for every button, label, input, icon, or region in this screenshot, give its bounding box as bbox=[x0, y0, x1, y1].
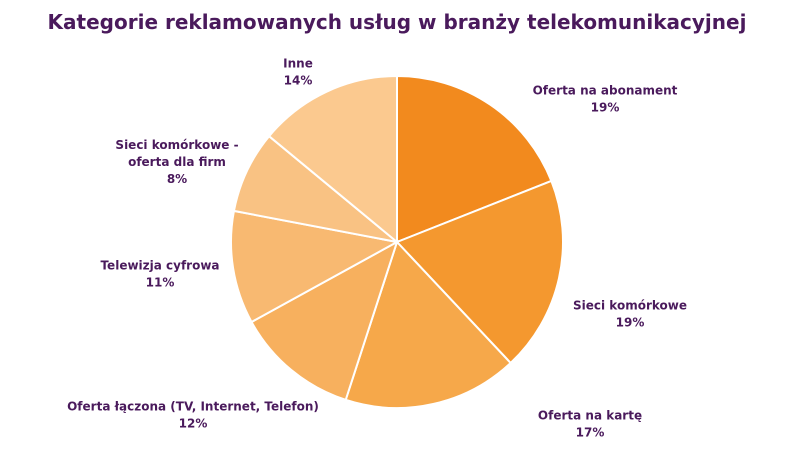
slice-label: Oferta na kartę bbox=[538, 409, 642, 423]
pie-slice bbox=[250, 239, 399, 402]
slice-label: Oferta łączona (TV, Internet, Telefon) bbox=[67, 400, 319, 414]
slice-percent-label: 19% bbox=[616, 316, 645, 330]
slice-label: Telewizja cyfrowa bbox=[100, 259, 219, 273]
slice-label: oferta dla firm bbox=[128, 155, 226, 169]
pie-slice bbox=[395, 179, 564, 365]
pie-slice bbox=[344, 240, 513, 409]
slice-percent-label: 14% bbox=[284, 74, 313, 88]
slice-percent-label: 12% bbox=[179, 417, 208, 431]
chart-title: Kategorie reklamowanych usług w branży t… bbox=[47, 10, 747, 34]
slice-percent-label: 17% bbox=[576, 426, 605, 440]
slice-percent-label: 19% bbox=[591, 101, 620, 115]
slice-label: Sieci komórkowe bbox=[573, 299, 687, 313]
pie-slice bbox=[267, 74, 398, 245]
slice-label: Inne bbox=[283, 57, 313, 71]
pie-slice bbox=[230, 209, 400, 324]
pie-slice bbox=[396, 74, 553, 244]
slice-percent-label: 8% bbox=[167, 172, 187, 186]
slice-percent-label: 11% bbox=[146, 276, 175, 290]
slice-label: Oferta na abonament bbox=[533, 84, 678, 98]
slice-label: Sieci komórkowe - bbox=[115, 138, 238, 152]
